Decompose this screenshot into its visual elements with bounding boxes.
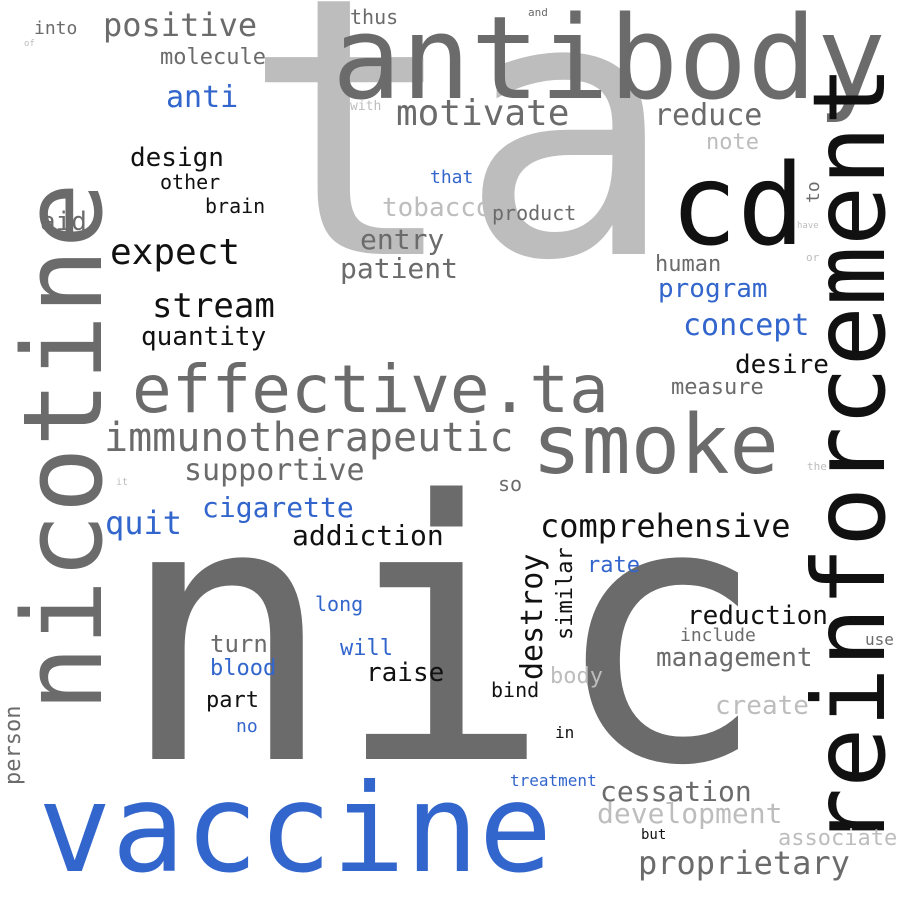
word-in: in (555, 723, 575, 742)
word-human: human (655, 252, 722, 277)
word-effective-ta: effective.ta (132, 351, 609, 428)
word-similar: similar (553, 547, 578, 640)
word-reduce: reduce (654, 98, 763, 133)
word-turn: turn (210, 630, 268, 658)
word-other: other (160, 170, 221, 194)
word-but: but (641, 827, 667, 843)
word-and: and (528, 6, 548, 19)
word-program: program (658, 274, 768, 304)
word-into: into (34, 18, 78, 39)
word-rate: rate (587, 553, 640, 578)
word-of: of (24, 39, 35, 49)
word-create: create (715, 691, 809, 721)
word-to: to (803, 181, 824, 203)
word-quit: quit (105, 504, 183, 542)
word-no: no (236, 716, 258, 737)
word-part: part (206, 688, 259, 713)
word-cigarette: cigarette (202, 491, 354, 524)
word-associate: associate (778, 826, 898, 851)
word-development: development (597, 797, 783, 830)
word-body: body (550, 664, 603, 689)
word-comprehensive: comprehensive (540, 507, 791, 545)
word-positive: positive (103, 6, 258, 44)
word-the: the (807, 460, 827, 473)
word-include: include (680, 625, 756, 646)
word-destroy: destroy (515, 553, 550, 680)
word-have: have (797, 221, 819, 231)
word-nic: nic (118, 425, 769, 844)
word-supportive: supportive (184, 453, 365, 488)
word-nicotine: nicotine (0, 182, 127, 712)
word-that: that (430, 167, 474, 188)
word-molecule: molecule (160, 45, 266, 70)
word-thus: thus (350, 5, 399, 29)
word-long: long (315, 592, 364, 616)
word-will: will (340, 636, 393, 661)
word-tobacco: tobacco (382, 193, 492, 223)
word-reduction: reduction (687, 601, 828, 631)
word-note: note (706, 130, 759, 155)
word-desire: desire (735, 350, 829, 380)
word-treatment: treatment (510, 771, 597, 790)
word-so: so (498, 472, 523, 496)
word-cd: cd (670, 141, 805, 271)
word-proprietary: proprietary (638, 844, 850, 882)
word-product: product (492, 201, 577, 225)
word-with: with (350, 99, 382, 114)
word-brain: brain (205, 194, 266, 218)
word-motivate: motivate (396, 93, 570, 134)
word-vaccine: vaccine (38, 758, 553, 900)
word-use: use (865, 630, 894, 649)
word-ta: ta (242, 0, 676, 339)
word-stream: stream (152, 286, 275, 326)
word-or: or (806, 251, 820, 264)
word-immunotherapeutic: immunotherapeutic (104, 415, 514, 461)
word-entry: entry (360, 223, 445, 256)
word-cessation: cessation (600, 775, 752, 808)
word-measure: measure (671, 375, 764, 400)
word-design: design (130, 143, 224, 173)
word-blood: blood (210, 656, 277, 681)
word-anti: anti (166, 80, 239, 115)
word-it: it (116, 477, 129, 488)
word-expect: expect (110, 232, 241, 273)
word-aid: aid (40, 207, 87, 237)
word-quantity: quantity (141, 322, 267, 352)
word-raise: raise (366, 658, 445, 688)
word-antibody: antibody (332, 0, 886, 126)
word-addiction: addiction (292, 519, 444, 552)
word-patient: patient (340, 252, 459, 285)
word-person: person (1, 705, 26, 785)
word-bind: bind (491, 678, 540, 702)
word-smoke: smoke (532, 398, 779, 493)
word-concept: concept (683, 308, 810, 343)
word-management: management (656, 643, 813, 673)
